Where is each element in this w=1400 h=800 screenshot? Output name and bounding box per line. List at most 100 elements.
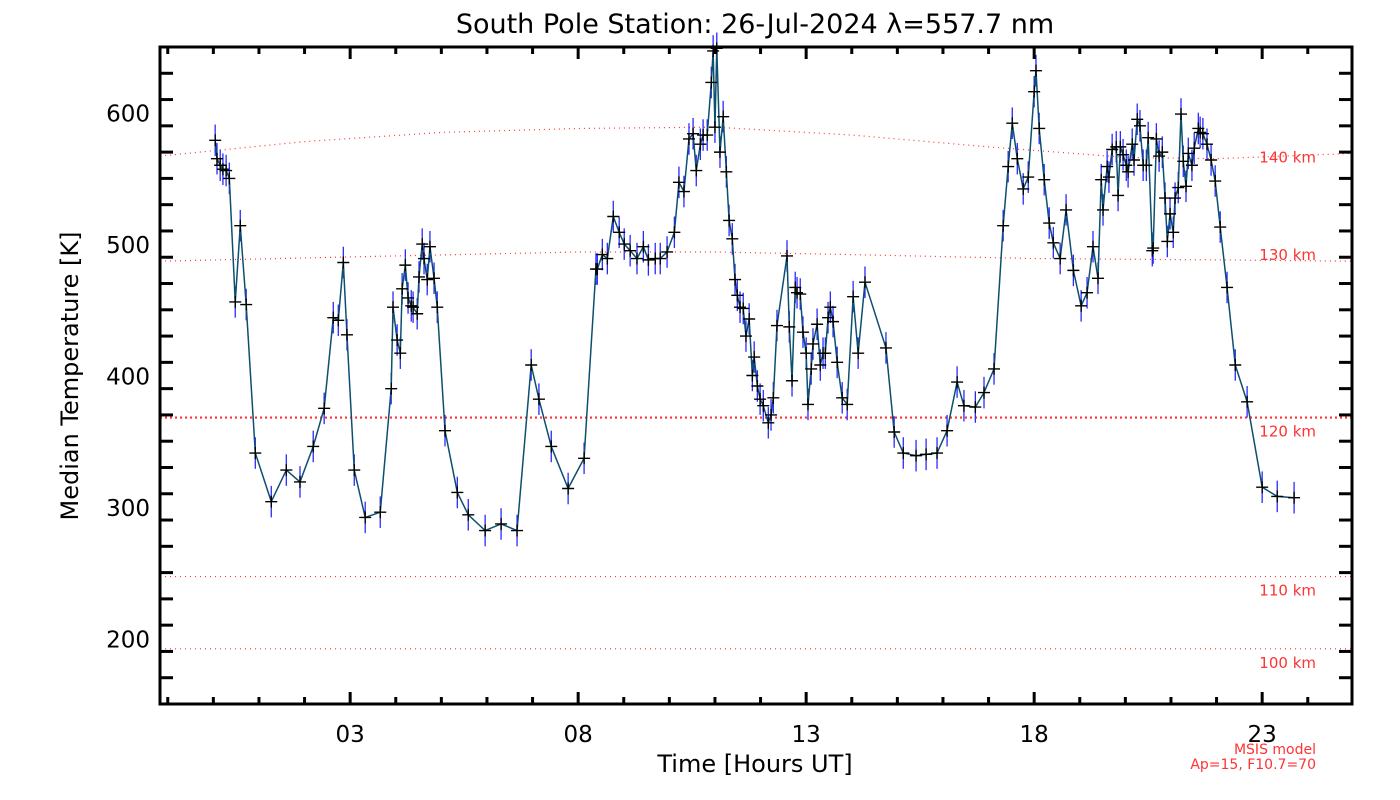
data-point (757, 399, 770, 412)
y-axis-label: Median Temperature [K] (56, 231, 84, 520)
data-point (1209, 175, 1222, 188)
data-point (240, 298, 253, 311)
data-point (1029, 64, 1042, 77)
chart-title: South Pole Station: 26-Jul-2024 λ=557.7 … (456, 9, 1054, 40)
data-point (800, 347, 813, 360)
data-point (411, 307, 424, 320)
data-point (332, 314, 345, 327)
data-point (819, 347, 832, 360)
data-point (1086, 240, 1099, 253)
data-point (1067, 264, 1080, 277)
plot-frame (158, 45, 1354, 706)
data-point (836, 391, 849, 404)
data-point (672, 176, 685, 189)
data-point (1022, 171, 1035, 184)
data-point (1002, 160, 1015, 173)
data-point (1161, 235, 1174, 248)
data-point (969, 401, 982, 414)
data-point (708, 121, 721, 134)
data-point (654, 252, 667, 265)
data-point (661, 245, 674, 258)
data-point (801, 398, 814, 411)
data-point (1156, 146, 1169, 159)
data-point (1114, 140, 1127, 153)
data-point (957, 399, 970, 412)
data-point (807, 337, 820, 350)
data-point (1060, 203, 1073, 216)
data-point (405, 299, 418, 312)
data-point (1043, 217, 1056, 230)
data-point (729, 273, 742, 286)
data-point (385, 382, 398, 395)
data-point (280, 464, 293, 477)
data-point (479, 524, 492, 537)
data-point (601, 252, 614, 265)
model-curve-label: 100 km (1259, 654, 1316, 672)
data-point (421, 273, 434, 286)
model-curve-1 (159, 251, 1353, 262)
data-point (713, 146, 726, 159)
y-tick-label: 600 (106, 102, 150, 128)
data-point (701, 129, 714, 142)
data-point (391, 334, 404, 347)
data-point (897, 447, 910, 460)
data-point (1101, 160, 1114, 173)
data-point (249, 447, 262, 460)
data-point (888, 426, 901, 439)
data-point (327, 311, 340, 324)
data-point (1117, 148, 1130, 161)
data-point (1131, 113, 1144, 126)
data-point (920, 448, 933, 461)
data-point (781, 249, 794, 262)
y-tick-label: 400 (106, 365, 150, 391)
data-point (1194, 126, 1207, 139)
data-point (765, 408, 778, 421)
data-point (439, 424, 452, 437)
data-point (677, 185, 690, 198)
data-point (791, 286, 804, 299)
data-point (737, 302, 750, 315)
data-point (1241, 395, 1254, 408)
data-point (739, 330, 752, 343)
data-point (637, 240, 650, 253)
data-point (1169, 192, 1182, 205)
data-point (811, 318, 824, 331)
data-point (525, 358, 538, 371)
data-point (396, 282, 409, 295)
data-point (687, 127, 700, 140)
data-point (216, 163, 229, 176)
data-point (1081, 286, 1094, 299)
data-point (423, 240, 436, 253)
data-point (720, 165, 733, 178)
data-point (642, 253, 655, 266)
data-point (1133, 119, 1146, 132)
data-point (387, 301, 400, 314)
data-point (495, 517, 508, 530)
axes: 03 08 13 18 23 200 300 400 500 600 (106, 45, 1354, 748)
data-point (1150, 132, 1163, 145)
data-point (841, 398, 854, 411)
data-point (997, 219, 1010, 232)
data-point (209, 134, 222, 147)
data-point (824, 301, 837, 314)
data-point (1092, 272, 1104, 285)
data-point (767, 391, 780, 404)
data-point (731, 289, 744, 302)
msis-model-curves: 140 km 130 km 120 km 110 km 100 km (159, 126, 1353, 672)
data-point (831, 356, 844, 369)
data-point (545, 440, 558, 453)
data-point (359, 511, 372, 524)
model-curve-0 (159, 126, 1353, 160)
data-point (348, 464, 361, 477)
data-point (223, 172, 236, 185)
model-curve-label: 110 km (1259, 582, 1316, 600)
data-point (910, 449, 923, 462)
data-point (451, 486, 464, 499)
data-point (1147, 242, 1160, 255)
data-point (1164, 207, 1177, 220)
data-point (591, 263, 604, 276)
data-point (1175, 108, 1187, 121)
data-point (1038, 173, 1051, 186)
y-tick-label: 500 (106, 233, 150, 259)
data-point (1033, 122, 1046, 135)
